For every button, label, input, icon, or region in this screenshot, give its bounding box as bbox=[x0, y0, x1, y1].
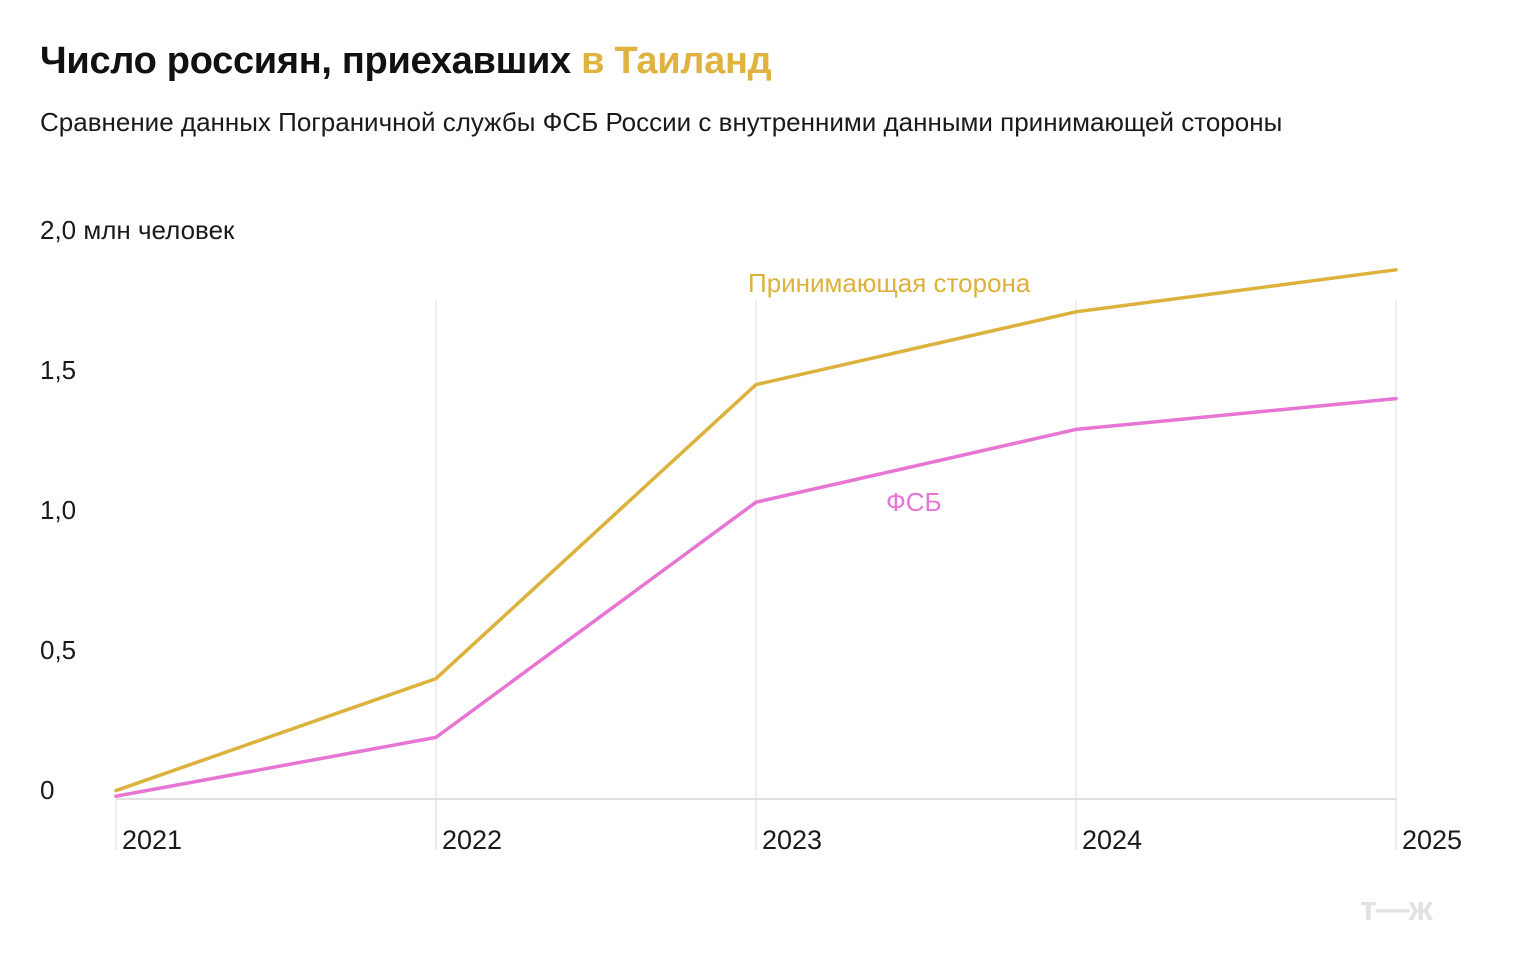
chart-title-main: Число россиян, приехавших bbox=[40, 40, 571, 82]
fsb-line bbox=[114, 396, 1398, 798]
x-tick-label-2024: 2024 bbox=[1082, 825, 1142, 855]
y-tick-label-2: 1,0 bbox=[40, 495, 76, 525]
fsb-line-label: ФСБ bbox=[886, 487, 942, 517]
chart-title-accent: в Таиланд bbox=[581, 40, 772, 82]
chart-subtitle: Сравнение данных Пограничной службы ФСБ … bbox=[40, 107, 1283, 137]
chart-title: Число россиян, приехавших в Таиланд bbox=[40, 40, 772, 83]
host-line bbox=[114, 268, 1398, 793]
y-tick-label-3: 1,5 bbox=[40, 355, 76, 385]
x-tick-label-2022: 2022 bbox=[442, 825, 502, 855]
x-tick-label-2021: 2021 bbox=[122, 825, 182, 855]
host-line-label: Принимающая сторона bbox=[748, 268, 1031, 298]
y-tick-label-4: 2,0 млн человек bbox=[40, 215, 235, 245]
brand-logo: т—ж bbox=[1360, 890, 1433, 928]
x-tick-label-2023: 2023 bbox=[762, 825, 822, 855]
y-tick-label-1: 0,5 bbox=[40, 635, 76, 665]
y-tick-label-0: 0 bbox=[40, 775, 54, 805]
x-tick-label-2025: 2025 bbox=[1402, 825, 1462, 855]
